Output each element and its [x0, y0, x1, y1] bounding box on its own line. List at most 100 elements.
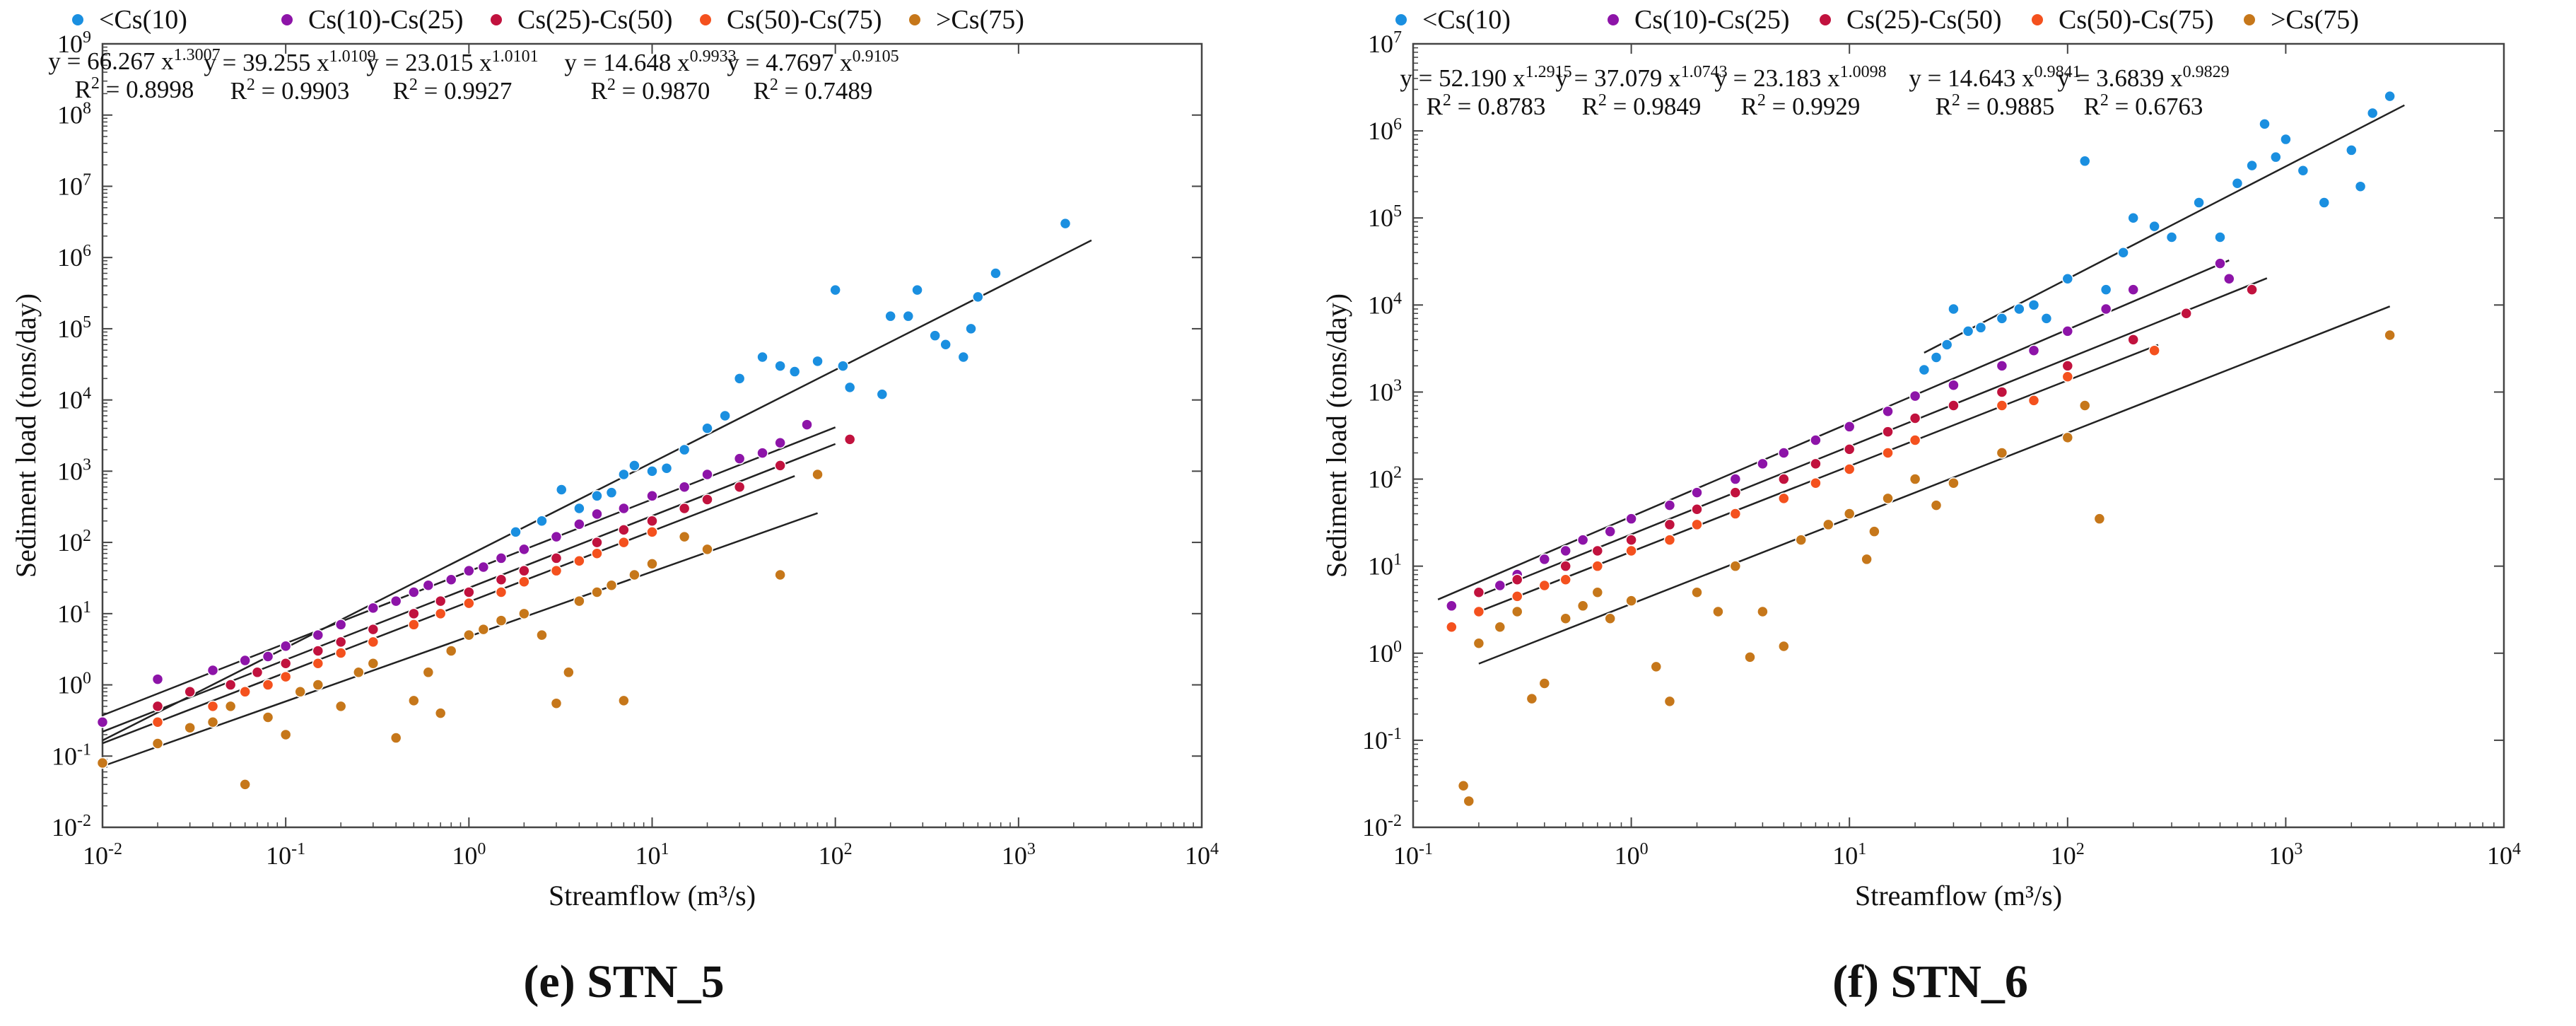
y-tick-label: 103 — [1368, 376, 1402, 406]
data-point-series-2 — [2246, 284, 2258, 296]
data-point-series-1 — [495, 552, 508, 564]
y-tick-label: 105 — [1368, 202, 1402, 232]
data-point-series-1 — [334, 619, 347, 631]
data-point-series-0 — [1059, 217, 1072, 230]
data-point-series-1 — [678, 481, 691, 493]
x-tick-label: 10-1 — [266, 840, 305, 870]
data-point-series-4 — [1473, 637, 1485, 650]
data-point-series-3 — [262, 679, 274, 691]
data-point-series-0 — [1940, 339, 1953, 351]
data-point-series-2 — [733, 481, 746, 493]
legend-label-2: Cs(25)-Cs(50) — [517, 5, 673, 35]
legend-label-4: >Cs(75) — [936, 5, 1024, 35]
data-point-series-4 — [573, 595, 585, 607]
data-point-series-4 — [495, 614, 508, 626]
x-tick-label: 102 — [819, 840, 853, 870]
data-point-series-4 — [812, 468, 824, 481]
fit-equation-3: y = 14.648 x0.9933 — [564, 47, 736, 76]
legend-marker-3 — [2032, 14, 2043, 25]
data-point-series-2 — [151, 700, 164, 713]
data-point-series-1 — [801, 419, 813, 431]
data-point-series-3 — [367, 636, 380, 648]
data-point-series-3 — [2027, 395, 2040, 407]
data-point-series-0 — [788, 366, 801, 378]
data-point-series-4 — [1526, 692, 1538, 705]
data-point-series-4 — [1930, 499, 1943, 511]
data-point-series-1 — [1446, 600, 1458, 612]
data-point-series-4 — [2061, 431, 2074, 444]
data-point-series-0 — [929, 330, 941, 342]
fit-equation-1: y = 37.079 x1.0743 — [1555, 63, 1727, 92]
data-point-series-0 — [2100, 284, 2112, 296]
data-point-series-1 — [2061, 325, 2074, 337]
data-point-series-0 — [1930, 351, 1943, 363]
data-point-series-0 — [939, 339, 952, 351]
data-point-series-1 — [1843, 421, 1856, 433]
data-point-series-4 — [646, 558, 658, 570]
fit-r2-4: R2 = 0.6763 — [2084, 91, 2203, 120]
data-point-series-4 — [1663, 695, 1676, 708]
data-point-series-0 — [756, 351, 768, 363]
fit-equation-0: y = 66.267 x1.3007 — [48, 46, 220, 75]
data-point-series-2 — [1843, 443, 1856, 455]
fit-equation-4: y = 3.6839 x0.9829 — [2057, 63, 2229, 92]
data-point-series-3 — [206, 700, 219, 713]
legend-label-0: <Cs(10) — [99, 5, 187, 35]
chart-panel-f: 10-1 100 101 102 103 104 10-2 10-1 100 101 102 103 1… — [1288, 0, 2576, 1026]
data-point-series-2 — [701, 494, 713, 506]
data-point-series-2 — [1909, 412, 1921, 424]
x-tick-label: 100 — [452, 840, 486, 870]
data-point-series-4 — [1650, 660, 1663, 673]
data-point-series-2 — [184, 686, 196, 698]
data-point-series-3 — [1729, 508, 1742, 520]
data-point-series-4 — [224, 700, 237, 713]
fit-equation-0: y = 52.190 x1.2915 — [1400, 63, 1571, 92]
data-point-series-3 — [1446, 621, 1458, 633]
data-point-series-1 — [445, 573, 457, 586]
legend-marker-0 — [1395, 14, 1407, 25]
data-point-series-4 — [434, 707, 447, 719]
plot-frame — [1412, 42, 2505, 829]
data-point-series-0 — [556, 484, 568, 496]
data-point-series-0 — [829, 284, 841, 296]
data-point-series-4 — [334, 700, 347, 713]
data-point-series-0 — [1974, 322, 1987, 334]
data-point-series-2 — [774, 460, 786, 472]
fit-r2-2: R2 = 0.9927 — [393, 76, 513, 105]
legend-marker-1 — [281, 14, 293, 25]
data-point-series-4 — [1457, 780, 1470, 792]
y-tick-label: 107 — [1368, 28, 1402, 58]
data-point-series-4 — [279, 728, 292, 741]
data-point-series-4 — [1511, 605, 1523, 618]
data-point-series-4 — [463, 629, 475, 641]
data-point-series-2 — [1625, 534, 1637, 546]
fit-equation-4: y = 4.7697 x0.9105 — [727, 47, 898, 76]
data-point-series-3 — [1778, 492, 1790, 505]
data-point-series-2 — [251, 666, 264, 679]
legend-label-2: Cs(25)-Cs(50) — [1846, 5, 2002, 35]
data-point-series-1 — [422, 579, 435, 591]
x-tick-label: 10-2 — [83, 840, 122, 870]
data-point-series-4 — [701, 543, 713, 556]
data-point-series-2 — [591, 536, 603, 549]
data-point-series-2 — [678, 502, 691, 515]
legend-marker-4 — [909, 14, 920, 25]
data-point-series-0 — [2280, 133, 2292, 146]
data-point-series-1 — [2027, 344, 2040, 356]
data-point-series-3 — [151, 716, 164, 728]
data-point-series-1 — [1559, 544, 1571, 557]
data-point-series-0 — [2346, 144, 2358, 156]
data-point-series-4 — [1604, 612, 1616, 625]
x-tick-label: 10-1 — [1393, 840, 1433, 870]
data-point-series-3 — [2061, 371, 2074, 383]
data-point-series-2 — [1559, 560, 1571, 572]
data-point-series-3 — [618, 536, 630, 549]
legend-label-0: <Cs(10) — [1422, 5, 1511, 35]
data-point-series-1 — [2127, 284, 2139, 296]
x-tick-label: 102 — [2051, 840, 2085, 870]
fit-r2-3: R2 = 0.9870 — [591, 76, 710, 105]
data-point-series-4 — [151, 738, 164, 750]
data-point-series-3 — [239, 686, 251, 698]
data-point-series-2 — [367, 623, 380, 636]
data-point-series-0 — [843, 381, 856, 394]
